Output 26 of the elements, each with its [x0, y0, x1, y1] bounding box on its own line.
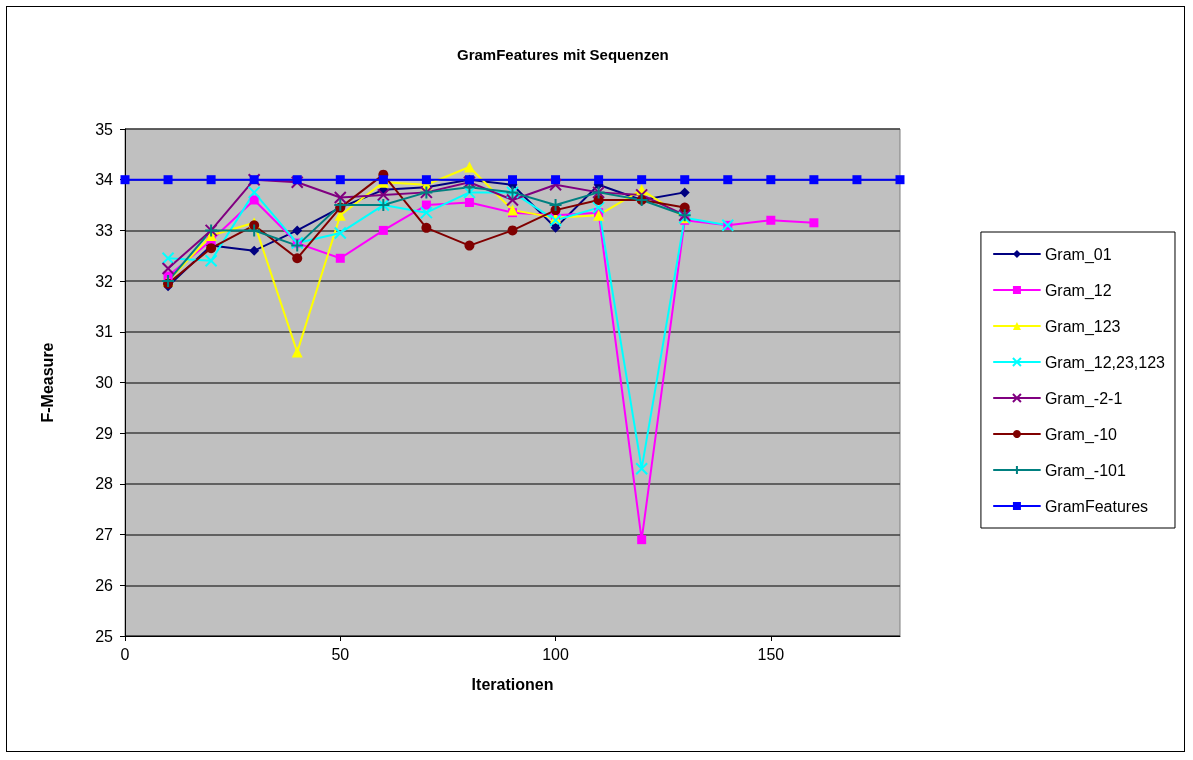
y-tick-label: 33 [95, 221, 114, 239]
y-tick-label: 30 [95, 374, 114, 391]
legend-label: Gram_-101 [1044, 461, 1126, 480]
y-tick-label: 27 [95, 526, 114, 544]
x-axis-title: Iterationen [471, 675, 554, 693]
x-tick-label: 100 [542, 645, 569, 663]
chart-title: GramFeatures mit Sequenzen [457, 46, 669, 63]
y-tick-label: 29 [95, 424, 114, 442]
y-tick-label: 35 [95, 120, 114, 138]
x-tick-label: 50 [331, 645, 350, 663]
legend-label: Gram_-10 [1044, 425, 1118, 444]
y-tick-label: 26 [95, 576, 114, 594]
legend-label: GramFeatures [1044, 497, 1149, 515]
y-tick-label: 31 [95, 323, 114, 341]
x-tick-label: 150 [757, 645, 785, 663]
legend-label: Gram_01 [1044, 245, 1112, 264]
legend-label: Gram_12 [1044, 281, 1112, 300]
legend-label: Gram_123 [1044, 317, 1121, 336]
legend-label: Gram_-2-1 [1044, 389, 1123, 408]
y-tick-label: 28 [95, 475, 114, 493]
y-axis-title: F-Measure [38, 342, 56, 423]
y-tick-label: 32 [95, 272, 114, 290]
legend-label: Gram_12,23,123 [1044, 353, 1166, 372]
y-tick-label: 34 [95, 171, 114, 189]
x-tick-label: 0 [120, 645, 130, 663]
y-tick-label: 25 [95, 627, 114, 645]
